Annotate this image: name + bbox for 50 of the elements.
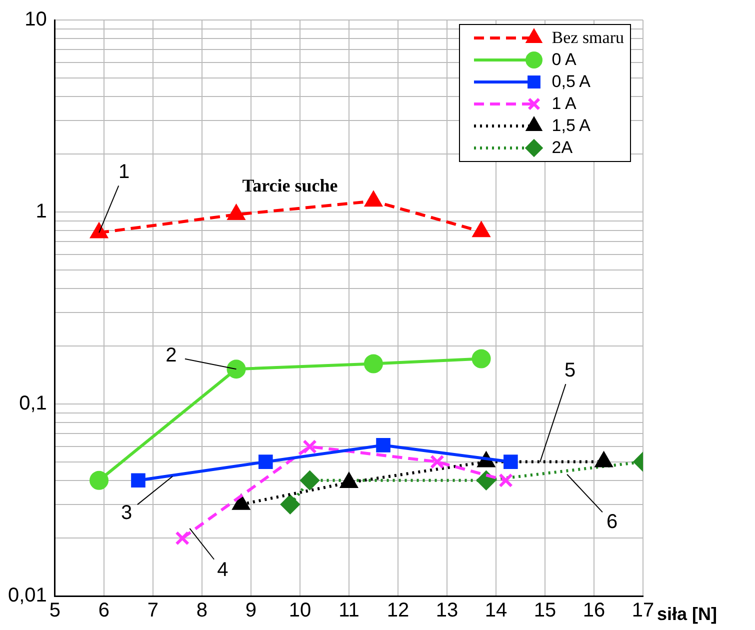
y-tick-label: 0,01 [8, 584, 47, 607]
point [430, 454, 444, 469]
point [476, 470, 496, 490]
point [226, 360, 246, 379]
x-tick-label: 12 [386, 600, 410, 622]
x-tick-label: 15 [534, 600, 556, 622]
point [300, 470, 320, 490]
x-axis-title: siła [N] [657, 604, 718, 624]
legend-label: 1,5 A [552, 116, 591, 136]
annotation: 5 [564, 359, 576, 382]
annotation: 1 [118, 161, 130, 184]
x-tick-label: 8 [196, 600, 208, 622]
legend-label: 2A [552, 138, 573, 158]
annotation: 2 [166, 344, 177, 367]
point [472, 349, 491, 368]
point [302, 439, 317, 454]
legend-label: 0,5 A [552, 72, 591, 92]
x-tick-label: 11 [338, 600, 360, 622]
point [365, 192, 382, 207]
point [90, 470, 109, 490]
y-tick-label: 1 [36, 200, 47, 223]
x-tick-label: 14 [484, 600, 508, 622]
x-tick-label: 17 [632, 600, 654, 622]
x-tick-label: 16 [582, 600, 606, 622]
x-tick-label: 5 [49, 600, 60, 622]
y-tick-label: 0,1 [19, 392, 47, 415]
x-tick-label: 9 [245, 600, 257, 622]
legend-label: 0 A [552, 50, 576, 70]
point [364, 354, 383, 374]
x-tick-label: 10 [288, 600, 312, 622]
x-tick-label: 13 [436, 600, 458, 622]
point [131, 473, 146, 488]
point [472, 222, 490, 238]
annotation: 6 [606, 510, 618, 533]
legend-label: 1 A [552, 94, 576, 114]
legend-label: Bez smaru [552, 28, 624, 48]
y-tick-label: 10 [24, 8, 47, 31]
point [90, 223, 108, 238]
point [498, 473, 513, 488]
point [258, 454, 273, 469]
point [175, 531, 190, 546]
annotation: Tarcie suche [242, 176, 338, 196]
annotation: 4 [217, 558, 228, 581]
annotation: 3 [120, 502, 132, 524]
point [280, 494, 300, 514]
point [376, 438, 390, 452]
point [228, 205, 245, 220]
x-tick-label: 6 [98, 600, 110, 622]
point [504, 454, 518, 469]
x-tick-label: 7 [147, 600, 158, 622]
